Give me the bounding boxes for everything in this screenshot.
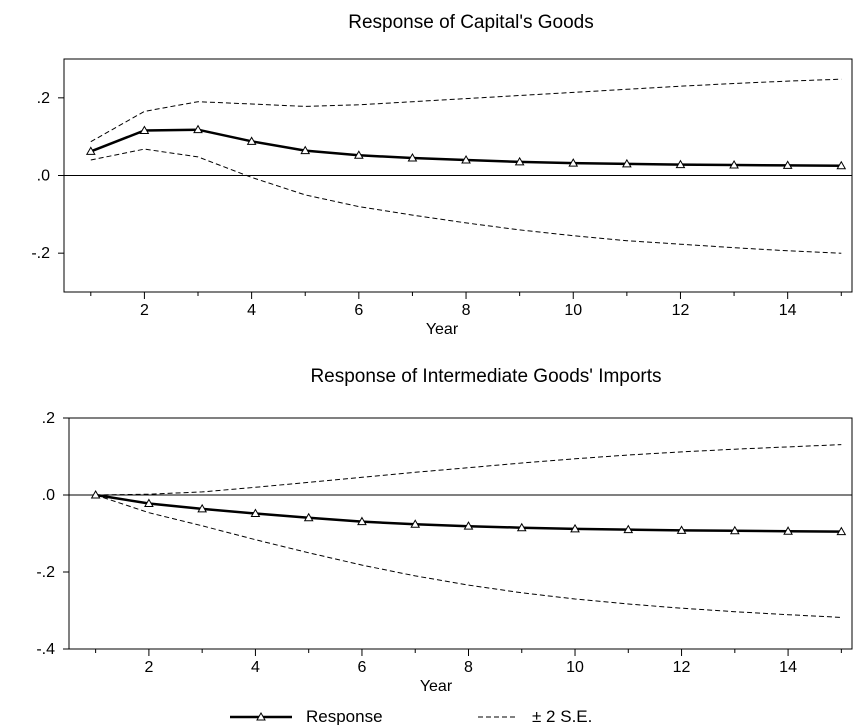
- x-tick-label: 2: [140, 302, 149, 319]
- y-tick-label: -.2: [31, 245, 50, 262]
- x-tick-label: 14: [779, 659, 797, 676]
- plot-area-frame: [68, 417, 853, 650]
- response-point-marker: [246, 136, 257, 145]
- response-point-marker: [836, 160, 847, 170]
- series-se-band-line-1: [90, 78, 842, 143]
- response-point-marker: [357, 516, 367, 526]
- x-tick-label: 10: [564, 302, 582, 319]
- response-point-marker: [570, 523, 580, 533]
- x-tick-label: 4: [247, 302, 256, 319]
- legend-response-marker: [256, 711, 266, 721]
- response-point-marker: [461, 154, 471, 164]
- x-tick-label: 12: [672, 302, 690, 319]
- response-point-marker: [410, 519, 421, 528]
- response-point-marker: [623, 524, 634, 534]
- response-point-marker: [729, 525, 740, 535]
- response-point-marker: [407, 153, 418, 162]
- legend: Response ± 2 S.E.: [230, 707, 592, 725]
- y-tick-label: .0: [42, 487, 55, 504]
- response-point-marker: [463, 521, 474, 530]
- y-tick-label: .2: [42, 410, 55, 427]
- x-tick-label: 4: [251, 659, 260, 676]
- response-point-marker: [782, 160, 793, 169]
- response-point-marker: [303, 512, 314, 522]
- series-se-band-line-2: [90, 148, 842, 254]
- response-point-marker: [250, 508, 261, 517]
- response-point-marker: [729, 160, 739, 169]
- legend-response-label: Response: [306, 707, 383, 725]
- x-tick-label: 12: [673, 659, 691, 676]
- response-point-marker: [197, 503, 208, 513]
- y-tick-label: -.2: [36, 564, 55, 581]
- x-tick-label: 8: [462, 302, 471, 319]
- y-tick-label: .0: [37, 168, 50, 185]
- tick-group: 2 4 6 8 10 12 14 .2 .0 -.2 -.4: [36, 410, 842, 676]
- x-tick-label: 14: [779, 302, 797, 319]
- x-axis-label: Year: [426, 321, 459, 338]
- response-point-marker: [836, 526, 847, 536]
- y-tick-label: .2: [37, 90, 50, 107]
- chart-title: Response of Intermediate Goods' Imports: [310, 366, 661, 387]
- chart-title: Response of Capital's Goods: [348, 12, 594, 33]
- response-point-marker: [90, 489, 101, 499]
- series-se-band-line-1: [95, 444, 842, 496]
- response-point-marker: [85, 146, 96, 155]
- response-point-marker: [353, 150, 364, 159]
- series-se-band-line-2: [95, 494, 842, 618]
- chart-capital-goods: Response of Capital's Goods 2 4 6 8 10 12 14 .2…: [31, 12, 853, 338]
- response-point-marker: [676, 525, 687, 534]
- tick-group: 2 4 6 8 10 12 14 .2 .0 -.2: [31, 90, 842, 319]
- response-point-marker: [621, 158, 632, 168]
- series-group: [85, 78, 847, 254]
- response-point-marker: [783, 526, 793, 535]
- x-tick-label: 2: [144, 659, 153, 676]
- chart-intermediate-goods-imports: Response of Intermediate Goods' Imports …: [36, 366, 853, 695]
- x-tick-label: 6: [358, 659, 367, 676]
- x-tick-label: 10: [566, 659, 584, 676]
- response-point-marker: [516, 522, 527, 532]
- y-tick-label: -.4: [36, 641, 55, 658]
- response-point-marker: [675, 159, 686, 169]
- response-point-marker: [139, 125, 150, 134]
- x-tick-label: 6: [354, 302, 363, 319]
- response-point-marker: [300, 145, 311, 155]
- response-point-marker: [144, 498, 154, 507]
- response-point-marker: [568, 158, 579, 167]
- response-point-marker: [193, 124, 203, 134]
- response-point-marker: [514, 156, 525, 166]
- series-group: [90, 444, 847, 618]
- x-axis-label: Year: [420, 678, 453, 695]
- legend-se-label: ± 2 S.E.: [532, 707, 592, 725]
- x-tick-label: 8: [464, 659, 473, 676]
